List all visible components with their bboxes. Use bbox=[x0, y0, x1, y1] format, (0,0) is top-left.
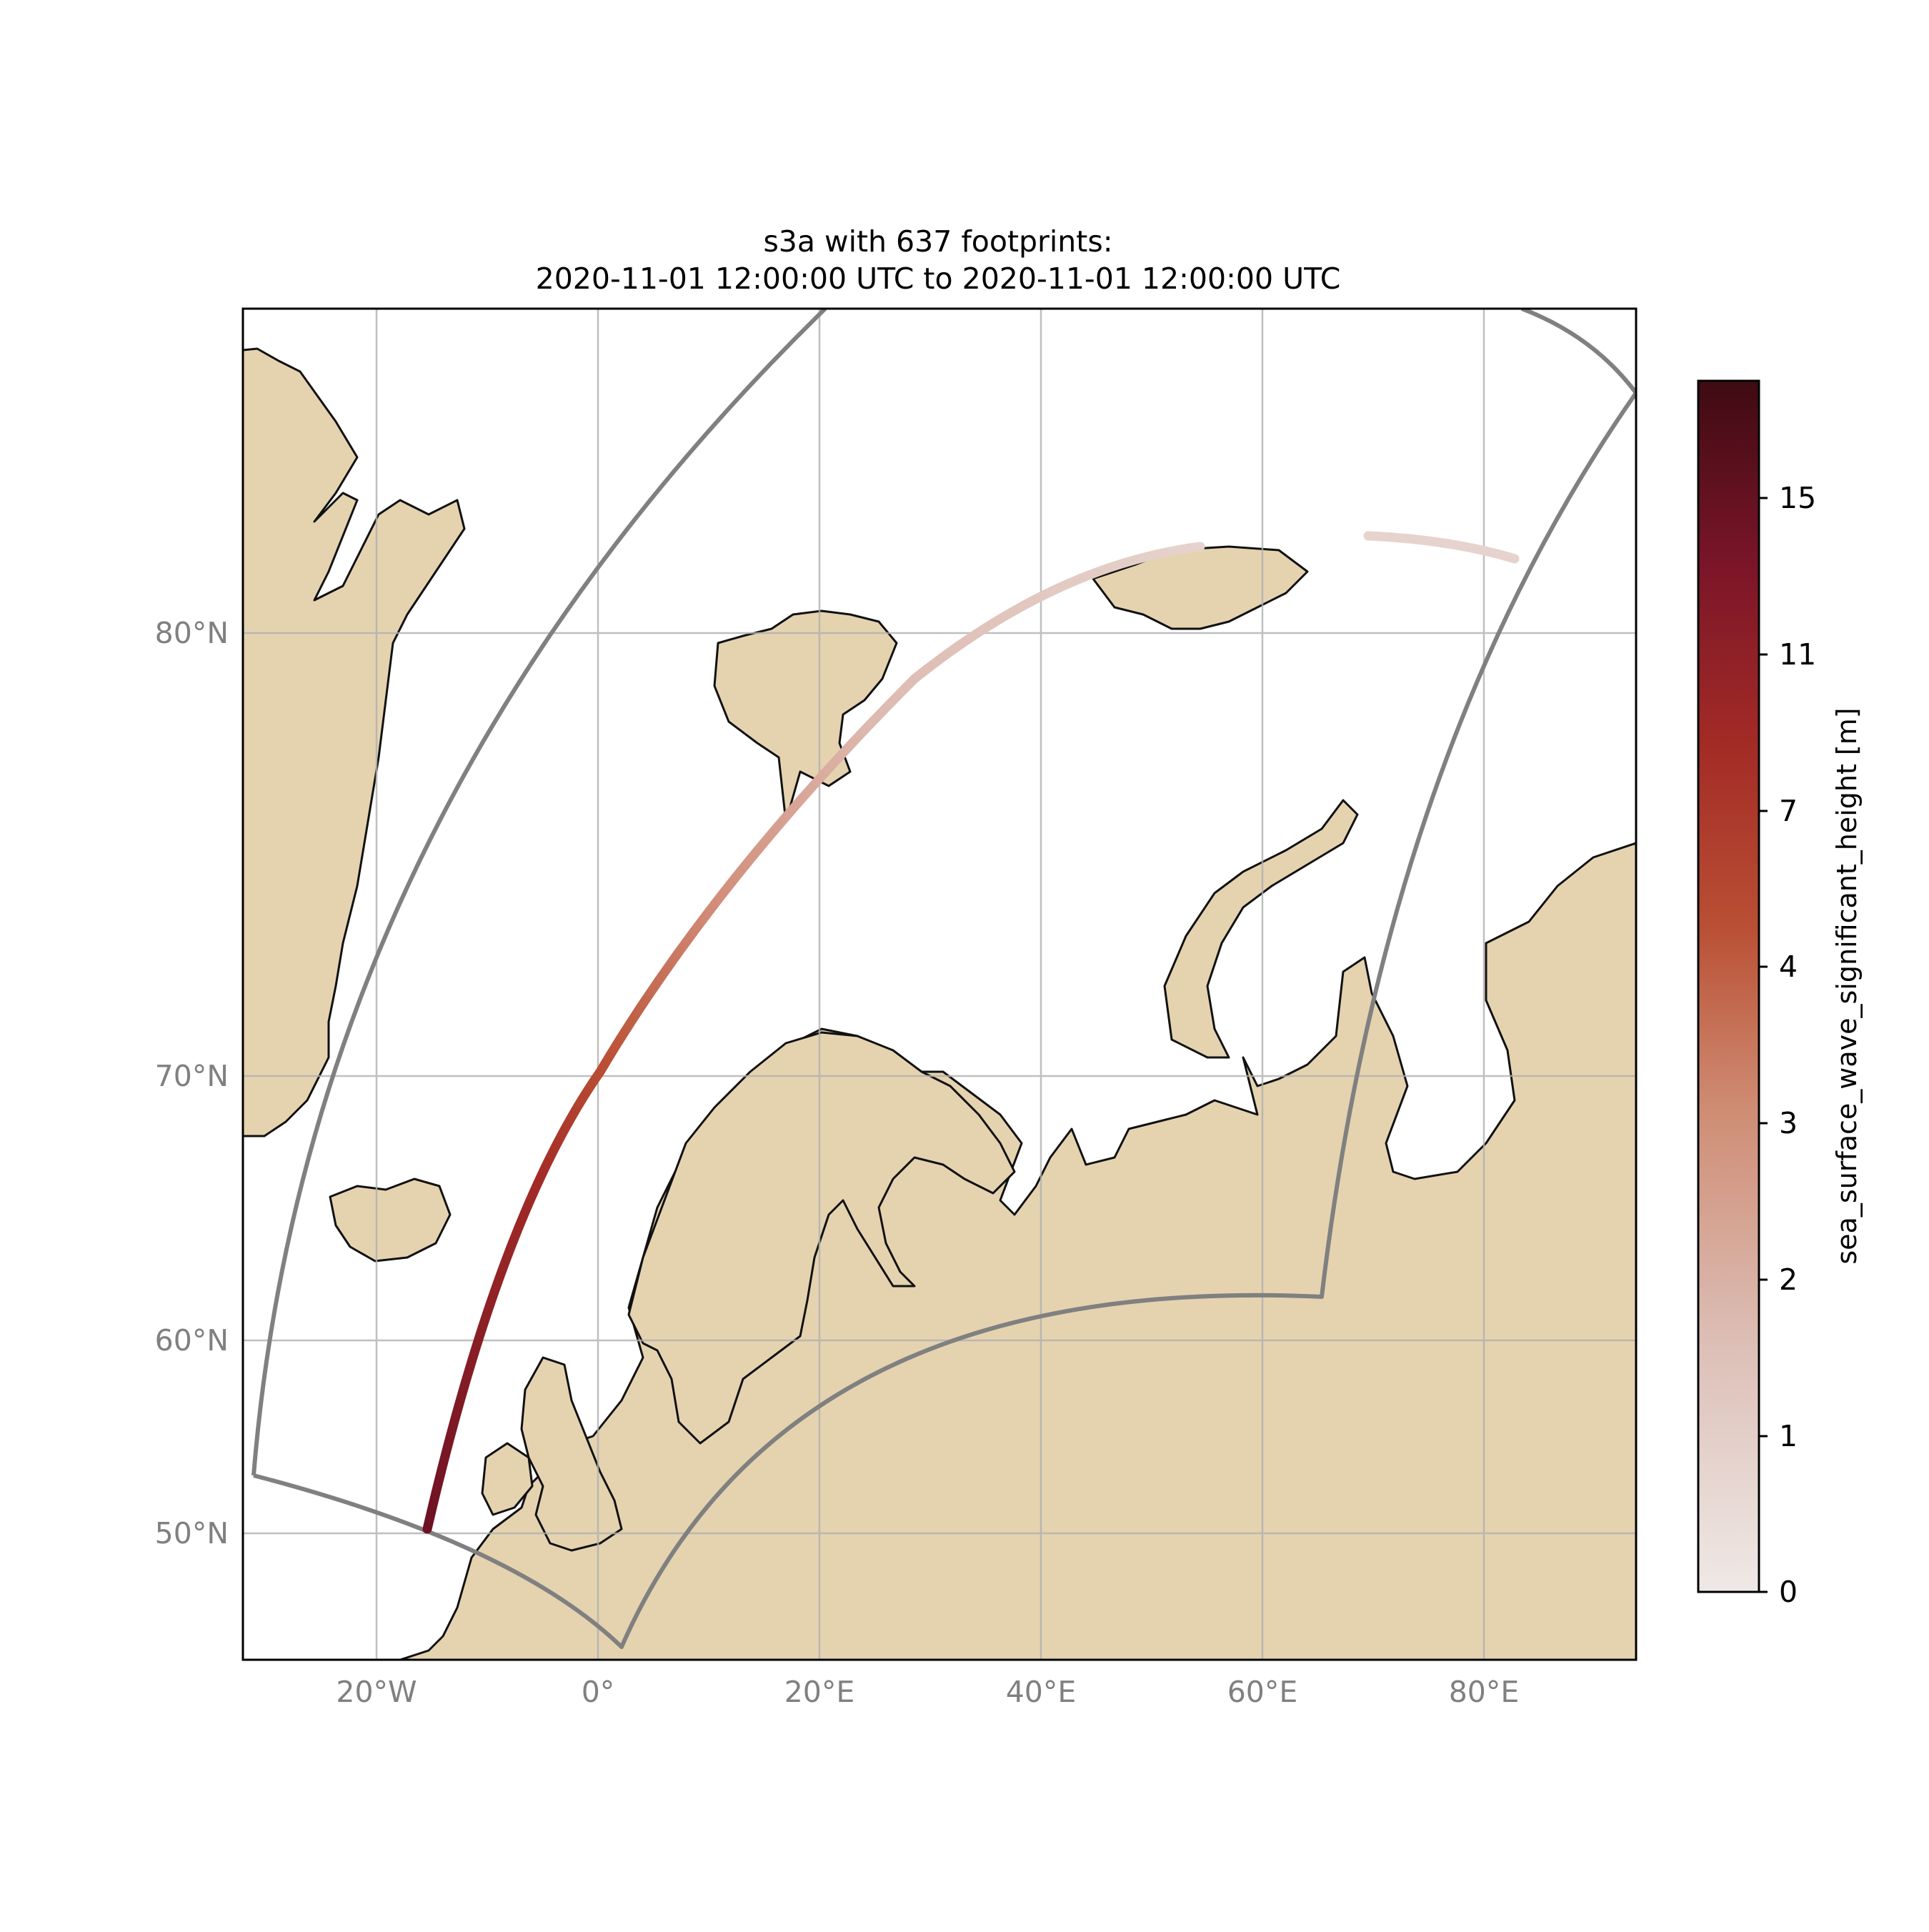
colorbar: 0 1 2 3 4 7 11 15 sea_surface_wave_signi… bbox=[1697, 379, 1863, 1609]
lon-label: 80°E bbox=[1449, 1675, 1520, 1709]
satellite-track-segment bbox=[1363, 531, 1520, 564]
land-masses bbox=[243, 347, 1636, 1660]
colorbar-tick-label: 0 bbox=[1779, 1575, 1798, 1609]
colorbar-tick-label: 7 bbox=[1779, 794, 1798, 828]
lon-label: 60°E bbox=[1227, 1675, 1298, 1709]
lat-label: 70°N bbox=[155, 1059, 229, 1093]
colorbar-ticks bbox=[1759, 497, 1768, 1593]
colorbar-label: sea_surface_wave_significant_height [m] bbox=[1831, 707, 1863, 1264]
longitude-labels: 20°W 0° 20°E 40°E 60°E 80°E bbox=[336, 1675, 1519, 1709]
lat-label: 80°N bbox=[155, 616, 229, 650]
colorbar-tick-label: 1 bbox=[1779, 1419, 1798, 1453]
colorbar-tick-label: 2 bbox=[1779, 1263, 1798, 1297]
title-line-2: 2020-11-01 12:00:00 UTC to 2020-11-01 12… bbox=[536, 262, 1341, 296]
land-svalbard bbox=[713, 609, 898, 823]
land-iceland bbox=[329, 1177, 452, 1263]
title-line-1: s3a with 637 footprints: bbox=[763, 224, 1112, 259]
lon-label: 20°W bbox=[336, 1675, 417, 1709]
satellite-track bbox=[422, 542, 1205, 1534]
region-outline bbox=[251, 309, 1636, 1649]
lon-label: 40°E bbox=[1006, 1675, 1077, 1709]
land-great-britain bbox=[520, 1356, 623, 1552]
lon-label: 20°E bbox=[784, 1675, 855, 1709]
colorbar-tick-label: 11 bbox=[1779, 637, 1816, 672]
colorbar-tick-label: 4 bbox=[1779, 950, 1798, 984]
gridlines bbox=[243, 309, 1636, 1660]
colorbar-tick-label: 3 bbox=[1779, 1106, 1798, 1140]
colorbar-gradient bbox=[1697, 379, 1760, 1593]
land-ireland bbox=[481, 1442, 534, 1516]
land-novaya-zemlya bbox=[1163, 799, 1359, 1059]
lat-label: 50°N bbox=[155, 1516, 229, 1550]
lon-label: 0° bbox=[582, 1675, 615, 1709]
latitude-labels: 80°N 70°N 60°N 50°N bbox=[155, 616, 229, 1550]
map-frame bbox=[241, 307, 1638, 1661]
map-panel bbox=[243, 309, 1636, 1660]
colorbar-tick-label: 15 bbox=[1779, 481, 1816, 515]
land-greenland bbox=[243, 347, 466, 1137]
lat-label: 60°N bbox=[155, 1323, 229, 1358]
